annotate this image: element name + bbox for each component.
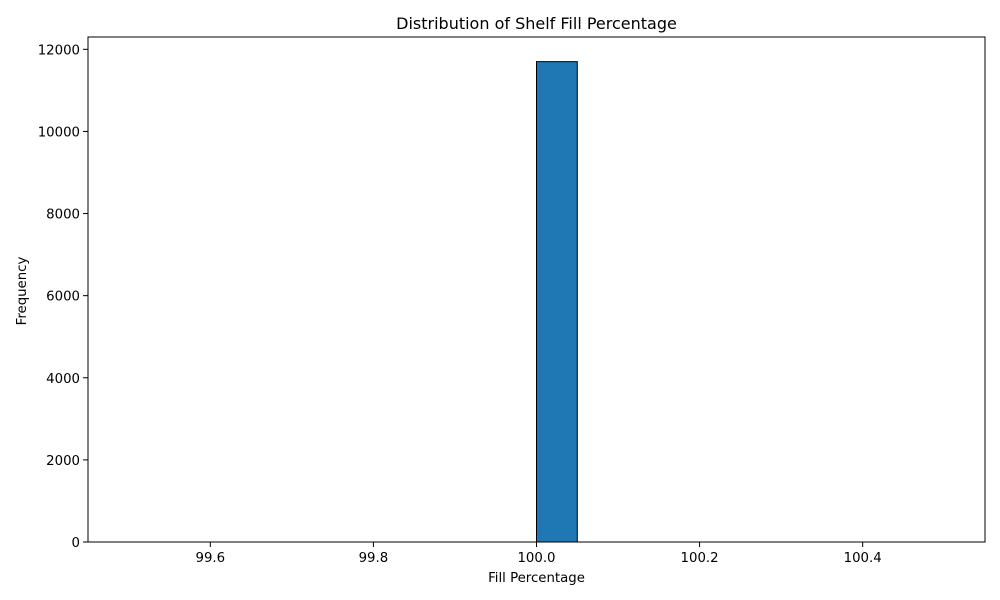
x-tick-label: 99.8 — [359, 551, 389, 566]
chart-title: Distribution of Shelf Fill Percentage — [396, 14, 677, 33]
y-tick-label: 6000 — [46, 290, 80, 305]
x-tick-label: 99.6 — [196, 551, 226, 566]
x-tick-label: 100.0 — [517, 551, 555, 566]
histogram-bar — [536, 61, 578, 543]
plot-frame — [87, 36, 986, 543]
y-axis-ticks: 0 2000 4000 6000 8000 10000 12000 — [38, 43, 88, 551]
y-tick-label: 12000 — [38, 43, 80, 58]
y-tick-label: 4000 — [46, 372, 80, 387]
y-tick-label: 2000 — [46, 454, 80, 469]
x-tick-label: 100.4 — [844, 551, 882, 566]
bars-group — [536, 61, 578, 543]
y-tick-label: 8000 — [46, 208, 80, 223]
y-axis-label: Frequency — [15, 257, 30, 326]
y-tick-label: 0 — [72, 536, 80, 551]
y-tick-label: 10000 — [38, 125, 80, 140]
x-axis-label: Fill Percentage — [488, 571, 585, 586]
x-axis-ticks: 99.6 99.8 100.0 100.2 100.4 — [196, 542, 882, 566]
x-tick-label: 100.2 — [681, 551, 719, 566]
